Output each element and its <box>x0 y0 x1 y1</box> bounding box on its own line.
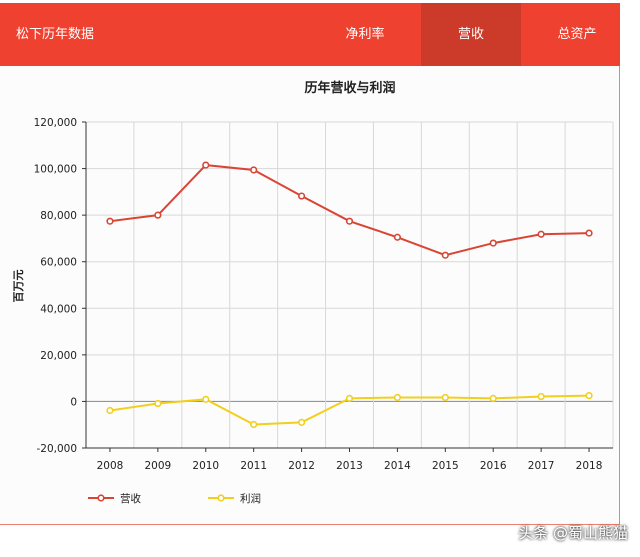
chart-panel <box>0 3 620 525</box>
tab-total-assets[interactable]: 总资产 <box>557 27 597 42</box>
x-tick-label: 2011 <box>240 460 267 472</box>
y-tick-label: 120,000 <box>34 117 77 129</box>
y-tick-label: 100,000 <box>34 164 77 176</box>
tab-net-margin[interactable]: 净利率 <box>345 27 385 42</box>
data-point <box>345 394 354 403</box>
x-tick-label: 2018 <box>576 460 603 472</box>
x-tick-label: 2013 <box>336 460 363 472</box>
data-point <box>202 161 210 169</box>
data-point <box>250 166 258 174</box>
data-point <box>537 392 545 401</box>
data-point <box>537 230 545 238</box>
legend-marker <box>217 494 225 502</box>
x-tick-label: 2012 <box>288 460 315 472</box>
x-tick-label: 2010 <box>192 460 219 472</box>
chart-title: 历年营收与利润 <box>304 80 395 96</box>
data-point <box>585 392 593 400</box>
data-point <box>154 211 162 219</box>
brand-title: 松下历年数据 <box>16 27 95 42</box>
x-tick-label: 2016 <box>480 460 507 472</box>
data-point <box>297 192 306 200</box>
data-point <box>393 393 402 402</box>
legend-marker <box>97 494 105 502</box>
data-point <box>441 251 449 259</box>
data-point <box>250 420 258 429</box>
y-tick-label: 80,000 <box>40 210 77 222</box>
x-tick-label: 2009 <box>144 460 171 472</box>
watermark: 头条 @蜀山熊猫 <box>518 524 628 542</box>
data-point <box>154 399 162 408</box>
legend-label: 营收 <box>120 492 141 505</box>
data-point <box>585 229 593 237</box>
x-tick-label: 2015 <box>432 460 459 472</box>
x-tick-label: 2014 <box>384 460 411 472</box>
tab-revenue[interactable]: 营收 <box>421 3 521 66</box>
x-tick-label: 2017 <box>528 460 555 472</box>
y-tick-label: 0 <box>70 396 77 408</box>
y-tick-label: 20,000 <box>40 350 77 362</box>
data-point <box>297 418 306 426</box>
data-point <box>202 395 210 403</box>
data-point <box>441 393 449 402</box>
x-tick-label: 2008 <box>97 460 124 472</box>
data-point <box>393 233 402 241</box>
y-tick-label: -20,000 <box>36 443 77 455</box>
y-tick-label: 60,000 <box>40 257 77 269</box>
data-point <box>489 394 497 403</box>
data-point <box>106 217 114 225</box>
y-tick-label: 40,000 <box>40 303 77 315</box>
data-point <box>489 239 497 247</box>
data-point <box>345 217 354 225</box>
header-bar: 松下历年数据 净利率 营收 总资产 <box>0 3 620 66</box>
data-point <box>106 406 114 415</box>
y-axis-label: 百万元 <box>12 270 25 303</box>
legend-label: 利润 <box>240 492 261 505</box>
